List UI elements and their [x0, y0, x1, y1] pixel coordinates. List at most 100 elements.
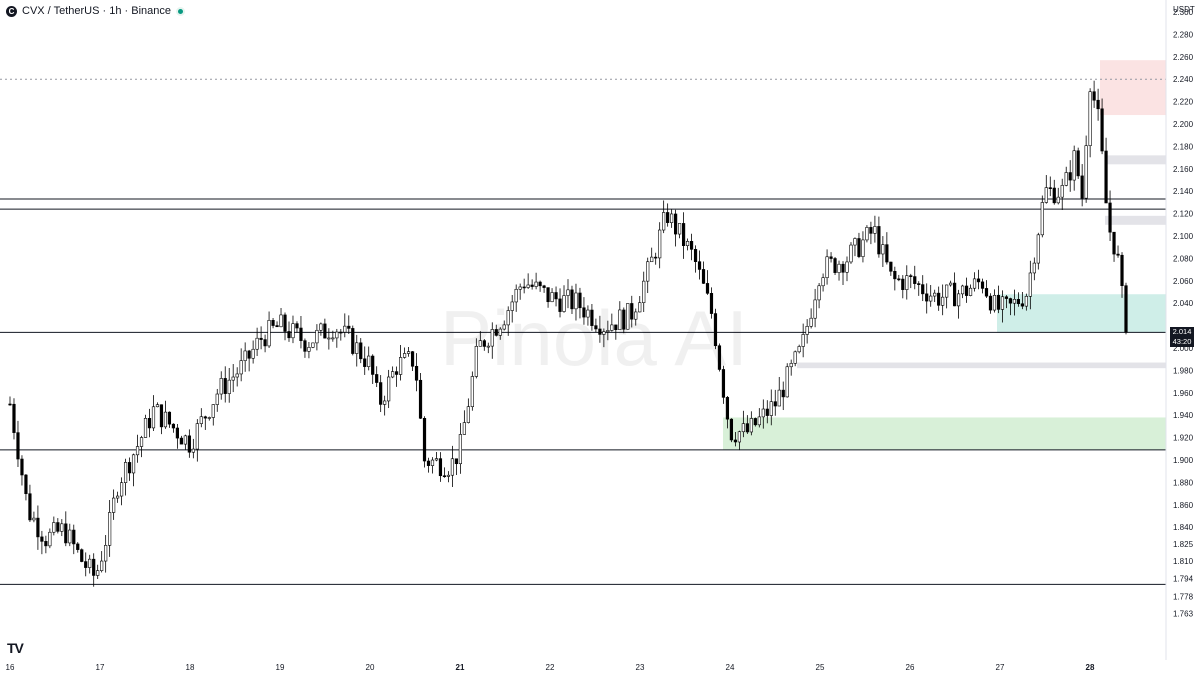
- candle-body: [32, 517, 36, 521]
- date-tick-label: 19: [276, 663, 285, 672]
- candle-body: [127, 462, 132, 474]
- candle-body: [893, 270, 897, 280]
- time-axis[interactable]: 16 17 18 19 20 21 22 23 24 25 26 27 28: [6, 663, 1095, 672]
- candle-body: [913, 276, 917, 284]
- candle-body: [259, 337, 263, 340]
- candle-body: [494, 329, 498, 336]
- candle-body: [295, 323, 299, 329]
- candle-body: [889, 261, 893, 272]
- candle-body: [1008, 298, 1013, 304]
- candle-body: [398, 357, 403, 375]
- candle-body: [24, 474, 28, 495]
- candle-body: [634, 311, 638, 320]
- candle-body: [1040, 202, 1044, 236]
- candle-body: [697, 261, 702, 270]
- candle-body: [139, 437, 144, 447]
- candle-body: [869, 227, 873, 234]
- price-tick-label: 2.000: [1173, 344, 1194, 353]
- candle-body: [685, 241, 690, 246]
- candle-body: [574, 292, 578, 310]
- candle-body: [793, 351, 797, 364]
- candle-body: [1016, 299, 1020, 305]
- candle-body: [263, 339, 267, 347]
- candle-body: [466, 406, 470, 423]
- candle-body: [849, 244, 853, 263]
- tradingview-logo-icon[interactable]: TV: [7, 640, 24, 656]
- candle-body: [881, 244, 885, 255]
- candle-body: [654, 256, 658, 259]
- candle-body: [984, 288, 989, 297]
- candle-body: [689, 241, 694, 250]
- date-tick-label: 16: [6, 663, 15, 672]
- zone-demand-5: [723, 417, 1166, 450]
- candle-body: [367, 355, 371, 367]
- candle-body: [299, 327, 303, 341]
- candle-body: [602, 331, 606, 335]
- candle-body: [1012, 299, 1016, 304]
- symbol-title[interactable]: CVX / TetherUS · 1h · Binance: [22, 5, 171, 17]
- candle-body: [311, 342, 315, 348]
- candles-layer: [8, 80, 1128, 587]
- candle-body: [968, 287, 973, 296]
- candle-body: [777, 389, 781, 407]
- date-tick-label: 17: [96, 663, 105, 672]
- price-tick-label: 1.840: [1173, 523, 1194, 532]
- candle-body: [960, 285, 965, 295]
- candle-body: [666, 212, 670, 223]
- candle-body: [16, 432, 20, 460]
- price-tick-label: 1.900: [1173, 456, 1194, 465]
- candle-body: [219, 378, 223, 395]
- candle-body: [789, 363, 793, 368]
- candle-body: [482, 340, 486, 347]
- candle-body: [44, 541, 48, 547]
- candle-body: [837, 263, 841, 273]
- price-tick-label: 1.810: [1173, 557, 1194, 566]
- candle-body: [956, 293, 961, 307]
- candle-body: [526, 284, 530, 288]
- candle-body: [1104, 150, 1108, 204]
- candle-body: [474, 345, 478, 377]
- candle-body: [745, 423, 749, 433]
- candle-body: [84, 561, 88, 568]
- candle-body: [693, 249, 698, 262]
- candle-body: [861, 239, 865, 257]
- candle-body: [749, 418, 753, 433]
- candle-body: [251, 348, 255, 359]
- candle-body: [821, 277, 825, 287]
- candle-body: [1108, 202, 1112, 233]
- candle-body: [1096, 99, 1100, 110]
- bar-countdown: 43:20: [1172, 337, 1192, 346]
- candle-body: [953, 282, 957, 307]
- candle-body: [988, 295, 993, 311]
- price-tick-label: 2.260: [1173, 53, 1194, 62]
- candle-body: [450, 458, 455, 476]
- candle-body: [662, 212, 666, 231]
- candle-body: [1048, 187, 1052, 189]
- candle-body: [1080, 175, 1084, 199]
- candle-body: [510, 301, 514, 311]
- candle-body: [235, 373, 239, 378]
- date-tick-label: 23: [636, 663, 645, 672]
- candle-body: [753, 418, 757, 426]
- candle-body: [283, 314, 287, 332]
- candle-body: [498, 328, 502, 336]
- candle-body: [147, 418, 152, 429]
- price-tick-label: 2.240: [1173, 75, 1194, 84]
- price-tick-label: 1.794: [1173, 575, 1194, 584]
- candle-body: [355, 342, 359, 354]
- price-tick-label: 2.160: [1173, 165, 1194, 174]
- candle-body: [88, 558, 92, 568]
- candle-body: [550, 292, 554, 303]
- candle-body: [594, 325, 598, 330]
- candle-body: [1084, 145, 1088, 199]
- price-tick-label: 1.860: [1173, 501, 1194, 510]
- candle-body: [143, 418, 148, 438]
- candle-body: [159, 404, 164, 428]
- date-tick-label: 28: [1086, 663, 1095, 672]
- candle-body: [626, 303, 630, 330]
- candle-body: [323, 323, 327, 339]
- candle-body: [865, 227, 869, 241]
- candle-body: [1044, 187, 1048, 203]
